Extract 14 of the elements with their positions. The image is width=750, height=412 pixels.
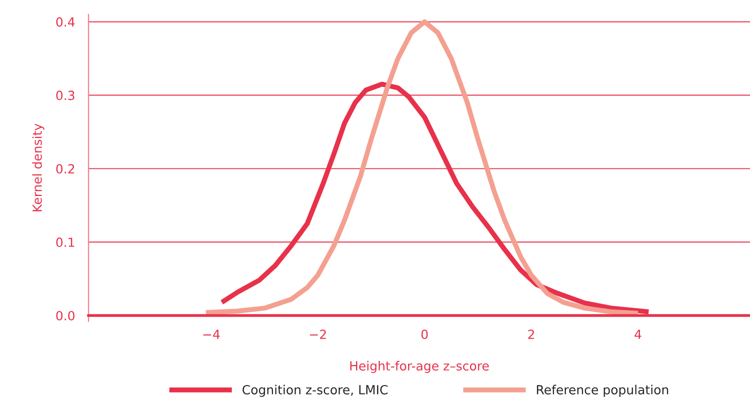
x-axis-title: Height-for-age z–score [350,360,489,374]
y-tick-label: 0.2 [56,164,74,174]
legend-label: Cognition z-score, LMIC [242,384,388,397]
legend-label: Reference population [536,384,668,397]
y-axis-title: Kernel density [32,124,44,212]
y-tick-label: 0.0 [56,310,74,320]
y-tick-label: 0.4 [56,17,75,27]
x-tick-label: −2 [310,330,326,339]
x-tick-label: 4 [634,330,642,339]
x-tick-label: −4 [203,330,220,339]
x-tick-label: 2 [528,330,534,339]
y-tick-label: 0.1 [56,238,74,247]
y-tick-label: 0.3 [56,90,74,100]
x-tick-label: 0 [421,330,428,340]
